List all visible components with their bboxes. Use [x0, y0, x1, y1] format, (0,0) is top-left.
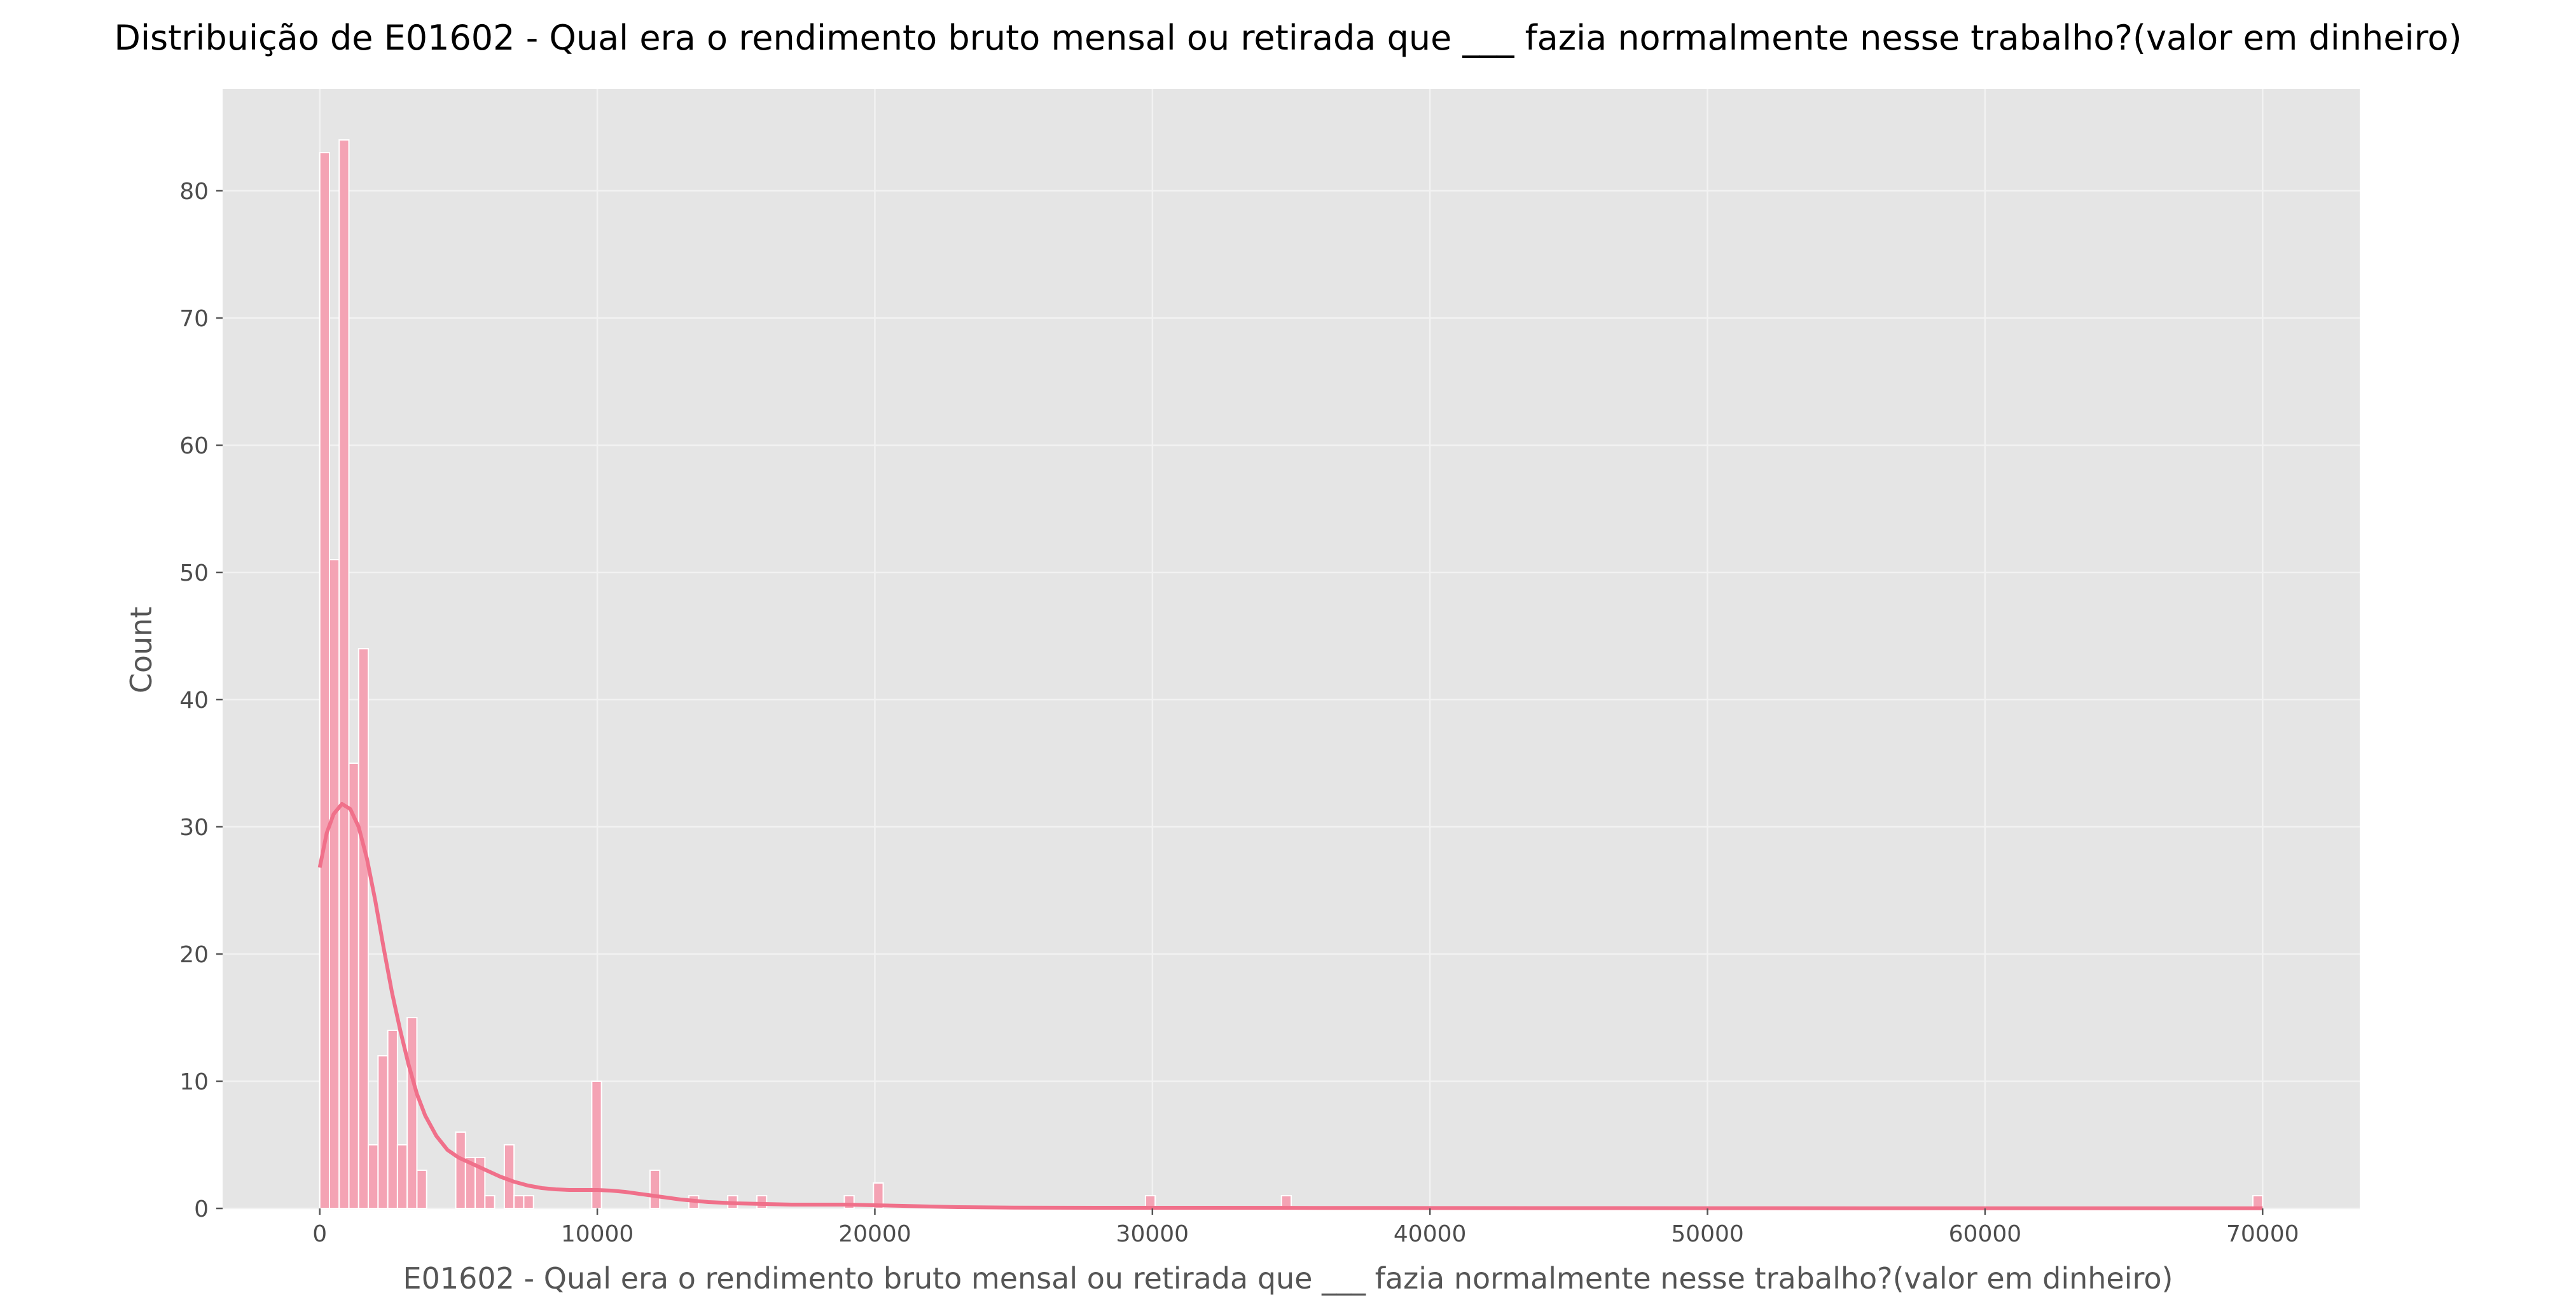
x-tick-label: 10000 — [561, 1221, 634, 1247]
grid-lines — [223, 89, 2360, 1210]
y-tick-label: 30 — [179, 815, 209, 841]
histogram-bar — [406, 1017, 418, 1209]
histogram-bar — [387, 1030, 398, 1209]
histogram-bar — [319, 152, 330, 1209]
x-tick-label: 20000 — [838, 1221, 911, 1247]
x-axis-ticks: 0 10000 20000 30000 40000 50000 60000 70000 — [312, 1208, 2299, 1247]
histogram-bar — [368, 1144, 379, 1209]
x-tick-label: 30000 — [1116, 1221, 1189, 1247]
x-tick-label: 60000 — [1949, 1221, 2022, 1247]
histogram-bars — [319, 139, 2264, 1209]
histogram-bar — [523, 1195, 534, 1209]
y-axis-label: Count — [124, 607, 158, 694]
plot-background — [223, 89, 2360, 1208]
histogram-bar — [348, 763, 359, 1209]
x-tick-label: 40000 — [1394, 1221, 1467, 1247]
histogram-bar — [873, 1182, 884, 1209]
y-tick-label: 0 — [194, 1196, 209, 1222]
y-tick-label: 70 — [179, 306, 209, 332]
x-tick-label: 50000 — [1671, 1221, 1744, 1247]
chart-title: Distribuição de E01602 - Qual era o rend… — [114, 18, 2462, 58]
y-tick-label: 50 — [179, 560, 209, 586]
histogram-bar — [455, 1131, 466, 1209]
histogram-bar — [416, 1170, 427, 1209]
y-tick-label: 40 — [179, 688, 209, 714]
x-tick-label: 0 — [312, 1221, 327, 1247]
histogram-bar — [329, 559, 340, 1209]
histogram-bar — [649, 1170, 661, 1209]
histogram-bar — [357, 648, 370, 1209]
histogram-bar — [338, 139, 350, 1209]
x-tick-label: 70000 — [2226, 1221, 2299, 1247]
y-axis-ticks: 0 10 20 30 40 50 60 70 80 — [179, 179, 223, 1222]
histogram-bar — [377, 1055, 389, 1209]
kde-curve — [317, 802, 2263, 1210]
histogram-bar — [484, 1195, 495, 1209]
y-tick-label: 80 — [179, 179, 209, 205]
x-axis-label: E01602 - Qual era o rendimento bruto men… — [403, 1261, 2173, 1296]
histogram-bar — [513, 1195, 525, 1209]
y-tick-label: 10 — [179, 1069, 209, 1095]
histogram-bar — [503, 1144, 515, 1209]
y-tick-label: 60 — [179, 433, 209, 459]
y-tick-label: 20 — [179, 942, 209, 968]
histogram-bar — [396, 1144, 408, 1209]
